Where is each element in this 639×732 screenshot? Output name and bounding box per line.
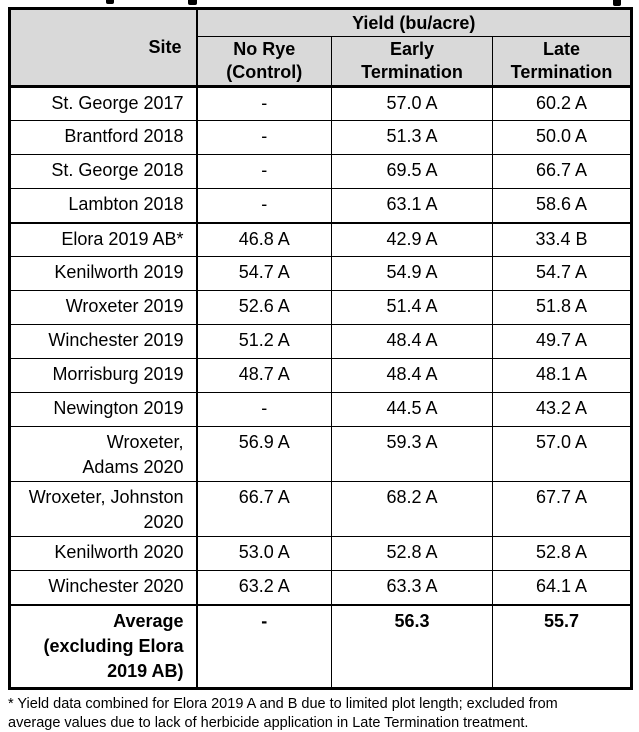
header-row-treatments: No Rye (Control) Early Termination Late … — [10, 36, 633, 88]
table-footnote: * Yield data combined for Elora 2019 A a… — [8, 696, 558, 731]
early-termination-value: 51.4 A — [331, 290, 493, 325]
early-termination-value: 63.3 A — [331, 570, 493, 605]
site-name: Kenilworth 2019 — [9, 256, 198, 291]
average-late-termination-value: 55.7 — [491, 603, 633, 689]
cropped-title-remnant — [0, 0, 639, 7]
no-rye-value: 46.8 A — [196, 221, 332, 257]
table-row: St. George 2018 - 69.5 A 66.7 A — [9, 154, 633, 189]
late-termination-value: 57.0 A — [491, 426, 633, 482]
column-header-no-rye: No Rye (Control) — [196, 36, 332, 88]
column-header-late-termination: Late Termination — [491, 36, 633, 88]
average-early-termination-value: 56.3 — [331, 603, 493, 689]
cropped-letter-fragment — [188, 0, 197, 5]
no-rye-value: - — [196, 154, 332, 189]
table-row: Winchester 2020 63.2 A 63.3 A 64.1 A — [9, 570, 633, 605]
average-label: Average (excluding Elora 2019 AB) — [9, 603, 198, 689]
column-header-site: Site — [9, 8, 198, 88]
table-row: Lambton 2018 - 63.1 A 58.6 A — [9, 188, 633, 223]
site-name: Wroxeter, Adams 2020 — [9, 426, 198, 482]
early-termination-value: 63.1 A — [331, 188, 493, 223]
no-rye-value: 51.2 A — [196, 324, 332, 359]
table-row: Kenilworth 2020 53.0 A 52.8 A 52.8 A — [9, 536, 633, 571]
cropped-letter-fragment — [106, 0, 114, 4]
site-name: Wroxeter 2019 — [9, 290, 198, 325]
no-rye-value: - — [196, 392, 332, 427]
site-name: St. George 2017 — [9, 86, 198, 121]
late-termination-value: 50.0 A — [491, 120, 633, 155]
early-termination-value: 57.0 A — [331, 86, 493, 121]
late-termination-value: 43.2 A — [491, 392, 633, 427]
early-termination-value: 42.9 A — [331, 221, 493, 257]
early-termination-value: 68.2 A — [331, 481, 493, 537]
no-rye-value: - — [196, 188, 332, 223]
table-row: Wroxeter 2019 52.6 A 51.4 A 51.8 A — [9, 290, 633, 325]
late-termination-value: 67.7 A — [491, 481, 633, 537]
early-termination-value: 51.3 A — [331, 120, 493, 155]
table-row: Wroxeter, Adams 2020 56.9 A 59.3 A 57.0 … — [9, 426, 633, 482]
site-name: Winchester 2019 — [9, 324, 198, 359]
no-rye-value: - — [196, 120, 332, 155]
late-termination-value: 48.1 A — [491, 358, 633, 393]
late-termination-value: 60.2 A — [491, 86, 633, 121]
site-name: Kenilworth 2020 — [9, 536, 198, 571]
header-row-group: Site Yield (bu/acre) — [9, 8, 633, 88]
no-rye-value: 66.7 A — [196, 481, 332, 537]
no-rye-value: 56.9 A — [196, 426, 332, 482]
site-name: St. George 2018 — [9, 154, 198, 189]
site-name: Newington 2019 — [9, 392, 198, 427]
yield-table: Site Yield (bu/acre) No Rye (Control) Ea… — [8, 7, 634, 690]
late-termination-value: 33.4 B — [491, 221, 633, 257]
site-name: Morrisburg 2019 — [9, 358, 198, 393]
late-termination-value: 54.7 A — [491, 256, 633, 291]
late-termination-value: 58.6 A — [491, 188, 633, 223]
early-termination-value: 44.5 A — [331, 392, 493, 427]
table-row: Winchester 2019 51.2 A 48.4 A 49.7 A — [9, 324, 633, 359]
early-termination-value: 54.9 A — [331, 256, 493, 291]
table-row: Wroxeter, Johnston 2020 66.7 A 68.2 A 67… — [9, 481, 633, 537]
column-header-early-termination: Early Termination — [331, 36, 493, 88]
site-name: Brantford 2018 — [9, 120, 198, 155]
late-termination-value: 49.7 A — [491, 324, 633, 359]
table-row: Morrisburg 2019 48.7 A 48.4 A 48.1 A — [9, 358, 633, 393]
early-termination-value: 52.8 A — [331, 536, 493, 571]
late-termination-value: 51.8 A — [491, 290, 633, 325]
table-row: Kenilworth 2019 54.7 A 54.9 A 54.7 A — [9, 256, 633, 291]
average-no-rye-value: - — [196, 603, 332, 689]
early-termination-value: 48.4 A — [331, 324, 493, 359]
early-termination-value: 69.5 A — [331, 154, 493, 189]
table-row: Elora 2019 AB* 46.8 A 42.9 A 33.4 B — [9, 221, 633, 257]
no-rye-value: 52.6 A — [196, 290, 332, 325]
no-rye-value: 63.2 A — [196, 570, 332, 605]
table-row: St. George 2017 - 57.0 A 60.2 A — [9, 86, 633, 121]
column-group-header-yield: Yield (bu/acre) — [195, 8, 633, 37]
site-name: Winchester 2020 — [9, 570, 198, 605]
no-rye-value: 54.7 A — [196, 256, 332, 291]
late-termination-value: 52.8 A — [491, 536, 633, 571]
late-termination-value: 64.1 A — [491, 570, 633, 605]
early-termination-value: 48.4 A — [331, 358, 493, 393]
late-termination-value: 66.7 A — [491, 154, 633, 189]
early-termination-value: 59.3 A — [331, 426, 493, 482]
table-row: Newington 2019 - 44.5 A 43.2 A — [9, 392, 633, 427]
no-rye-value: - — [196, 86, 332, 121]
site-name: Lambton 2018 — [9, 188, 198, 223]
table-row: Brantford 2018 - 51.3 A 50.0 A — [9, 120, 633, 155]
site-name: Elora 2019 AB* — [9, 221, 198, 257]
no-rye-value: 53.0 A — [196, 536, 332, 571]
average-row: Average (excluding Elora 2019 AB) - 56.3… — [9, 603, 633, 689]
cropped-letter-fragment — [613, 0, 621, 6]
no-rye-value: 48.7 A — [196, 358, 332, 393]
site-name: Wroxeter, Johnston 2020 — [9, 481, 198, 537]
